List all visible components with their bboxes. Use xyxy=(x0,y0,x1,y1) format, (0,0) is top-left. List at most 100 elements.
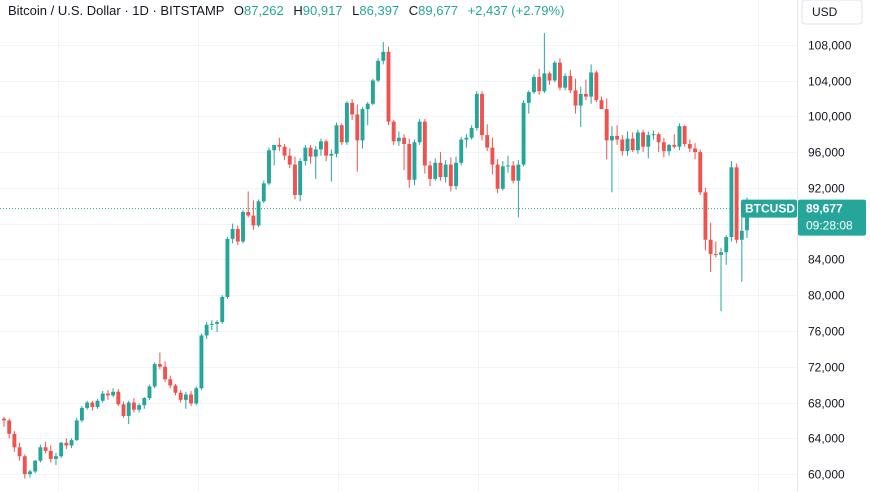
candle xyxy=(178,390,183,403)
candle xyxy=(64,438,69,450)
candle xyxy=(703,187,708,251)
high-value: 90,917 xyxy=(303,3,343,18)
candle xyxy=(69,438,74,449)
candle-body xyxy=(64,442,69,446)
candle xyxy=(391,119,396,145)
candle xyxy=(589,64,594,104)
candle-body xyxy=(241,212,245,242)
candle-body xyxy=(641,132,646,147)
candle xyxy=(261,180,266,204)
price-axis[interactable]: 60,000 64,000 68,000 72,000 76,000 80,000 84,0… xyxy=(808,39,852,482)
candle-body xyxy=(194,388,199,404)
candle-body xyxy=(729,167,734,238)
candle-body xyxy=(526,92,531,103)
candle-body xyxy=(355,114,360,141)
candle-body xyxy=(126,402,131,416)
candle-body xyxy=(604,109,609,141)
candle-body xyxy=(79,407,84,421)
candle-body xyxy=(365,103,370,110)
candle-body xyxy=(500,166,505,189)
candle-body xyxy=(573,90,578,106)
candle xyxy=(209,320,214,331)
price-tag-symbol: BTCUSD xyxy=(745,202,795,216)
candle-body xyxy=(256,201,261,226)
candle xyxy=(428,161,433,187)
symbol-title: Bitcoin / U.S. Dollar · 1D · BITSTAMP xyxy=(8,3,224,18)
candle-body xyxy=(308,147,313,157)
candle-body xyxy=(272,144,277,151)
candle xyxy=(599,96,604,110)
candle-body xyxy=(506,165,510,167)
candle xyxy=(365,101,370,126)
candle xyxy=(22,454,27,479)
candle xyxy=(173,383,178,396)
candle-body xyxy=(412,142,417,180)
candle xyxy=(386,46,391,126)
candle-body xyxy=(334,125,339,154)
candle xyxy=(412,139,417,186)
candle xyxy=(12,431,17,452)
candle xyxy=(500,161,505,191)
grid-lines xyxy=(0,0,797,492)
candle xyxy=(230,223,235,244)
symbol-header[interactable]: Bitcoin / U.S. Dollar · 1D · BITSTAMP O8… xyxy=(8,3,564,18)
candle xyxy=(204,322,209,340)
candle-body xyxy=(558,62,562,88)
candle xyxy=(235,225,240,246)
candle-body xyxy=(469,127,474,138)
candle xyxy=(438,152,443,181)
candle xyxy=(17,442,22,461)
candle-body xyxy=(651,134,656,136)
candle-body xyxy=(615,135,620,140)
candle xyxy=(615,125,620,145)
candle-body xyxy=(370,80,375,104)
candle xyxy=(137,403,142,413)
candle-body xyxy=(28,471,32,475)
candle xyxy=(350,99,355,120)
candle xyxy=(594,70,599,102)
candle-body xyxy=(74,420,79,441)
candle-body xyxy=(298,161,303,196)
candle xyxy=(313,145,318,179)
candle-body xyxy=(152,364,157,387)
candle-body xyxy=(443,164,448,178)
candle xyxy=(547,71,552,85)
candle xyxy=(620,135,625,156)
candle-body xyxy=(459,139,464,163)
y-tick-label: 108,000 xyxy=(808,39,852,53)
candle xyxy=(121,401,126,418)
candle-body xyxy=(713,254,718,256)
candle-body xyxy=(277,144,282,147)
candle-body xyxy=(183,394,188,400)
candle xyxy=(656,132,661,153)
candle-body xyxy=(100,393,105,401)
candle xyxy=(677,123,682,151)
candle-body xyxy=(303,147,308,162)
candle-body xyxy=(547,73,552,81)
close-label: C xyxy=(409,3,418,18)
candle xyxy=(641,129,646,153)
candle xyxy=(28,469,32,478)
candle-body xyxy=(33,460,38,472)
candle xyxy=(381,42,386,65)
candle xyxy=(7,418,12,439)
candle xyxy=(2,416,6,427)
candle xyxy=(454,156,458,190)
candle xyxy=(729,161,734,242)
candle-body xyxy=(396,137,401,142)
currency-button[interactable]: USD xyxy=(801,0,863,25)
candle xyxy=(563,73,568,91)
candle-body xyxy=(661,142,666,152)
candle xyxy=(267,147,271,186)
candle-body xyxy=(734,167,739,240)
candle xyxy=(532,74,536,94)
candle xyxy=(183,391,188,409)
candle xyxy=(734,163,739,244)
y-tick-label: 64,000 xyxy=(808,432,845,446)
candle-body xyxy=(121,404,126,416)
candle-body xyxy=(464,137,469,140)
candle-body xyxy=(137,405,142,410)
candle xyxy=(298,158,303,202)
candle-body xyxy=(261,183,266,202)
